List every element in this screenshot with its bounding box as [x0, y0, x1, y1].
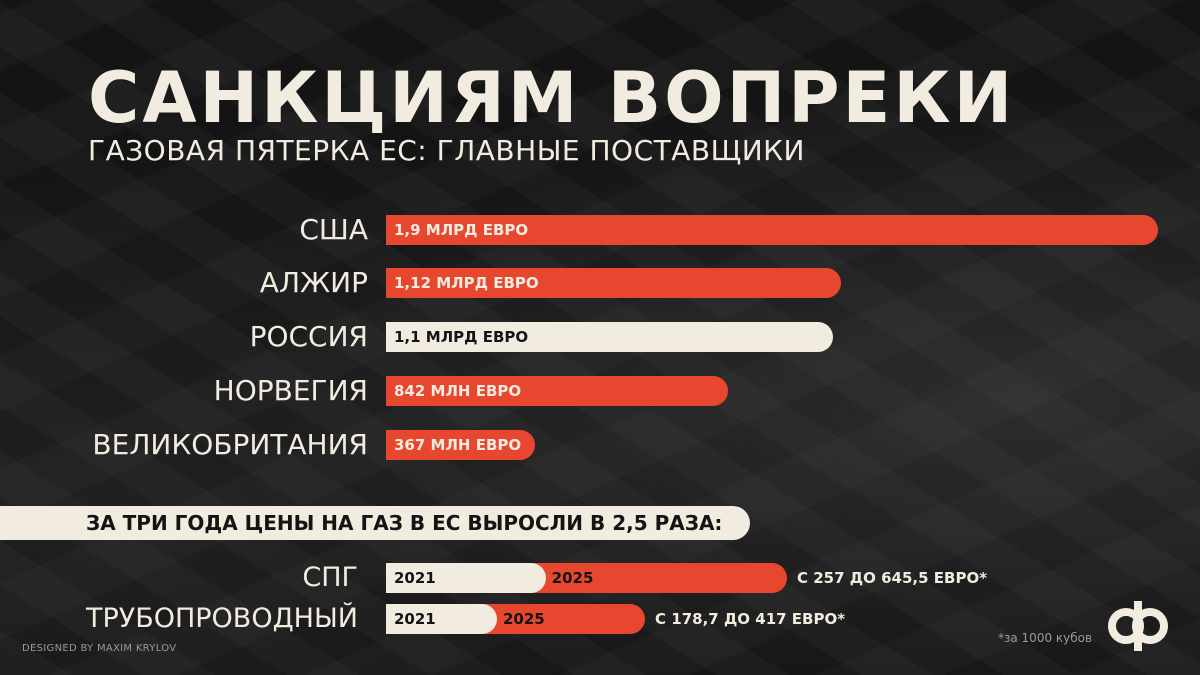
bar-value-label: 842 МЛН ЕВРО [394, 382, 522, 400]
price-category-label: СПГ [302, 562, 358, 593]
designer-credit: DESIGNED BY MAXIM KRYLOV [22, 643, 177, 654]
page-title: САНКЦИЯМ ВОПРЕКИ [88, 57, 1016, 139]
bar-category-label: АЛЖИР [259, 266, 368, 299]
bar-category-label: НОРВЕГИЯ [213, 374, 368, 407]
price-row: ТРУБОПРОВОДНЫЙ 2021 2025 С 178,7 ДО 417 ЕВР… [0, 603, 1200, 634]
price-change-note: С 257 ДО 645,5 ЕВРО* [797, 569, 988, 587]
bar-value-label: 1,12 МЛРД ЕВРО [394, 274, 539, 292]
bar [386, 268, 842, 298]
bar-row: НОРВЕГИЯ 842 МЛН ЕВРО [0, 374, 1200, 407]
footnote: *за 1000 кубов [998, 631, 1093, 645]
year-label-2025: 2025 [503, 610, 545, 628]
bar-value-label: 1,1 МЛРД ЕВРО [394, 328, 529, 346]
price-change-note: С 178,7 ДО 417 ЕВРО* [655, 610, 846, 628]
bar-category-label: РОССИЯ [249, 320, 368, 353]
bar-row: США 1,9 МЛРД ЕВРО [0, 213, 1200, 246]
bar-2021 [386, 563, 546, 593]
price-growth-heading: ЗА ТРИ ГОДА ЦЕНЫ НА ГАЗ В ЕС ВЫРОСЛИ В 2… [86, 511, 723, 535]
bar-value-label: 1,9 МЛРД ЕВРО [394, 221, 529, 239]
bar-category-label: ВЕЛИКОБРИТАНИЯ [92, 428, 368, 461]
price-row: СПГ 2021 2025 С 257 ДО 645,5 ЕВРО* [0, 562, 1200, 593]
bar-row: РОССИЯ 1,1 МЛРД ЕВРО [0, 320, 1200, 353]
bar [386, 322, 833, 352]
page-subtitle: ГАЗОВАЯ ПЯТЕРКА ЕС: ГЛАВНЫЕ ПОСТАВЩИКИ [88, 134, 805, 167]
year-label-2021: 2021 [394, 569, 436, 587]
bar-row: ВЕЛИКОБРИТАНИЯ 367 МЛН ЕВРО [0, 428, 1200, 461]
year-label-2021: 2021 [394, 610, 436, 628]
bar [386, 376, 729, 406]
bar [386, 430, 536, 460]
bar [386, 215, 1158, 245]
bar-row: АЛЖИР 1,12 МЛРД ЕВРО [0, 266, 1200, 299]
bar-category-label: США [299, 213, 368, 246]
bar-2021 [386, 604, 497, 634]
price-category-label: ТРУБОПРОВОДНЫЙ [85, 603, 358, 634]
ef-logo-icon [1108, 601, 1168, 651]
year-label-2025: 2025 [551, 569, 594, 587]
bar-value-label: 367 МЛН ЕВРО [394, 436, 522, 454]
price-growth-banner: ЗА ТРИ ГОДА ЦЕНЫ НА ГАЗ В ЕС ВЫРОСЛИ В 2… [0, 506, 750, 540]
